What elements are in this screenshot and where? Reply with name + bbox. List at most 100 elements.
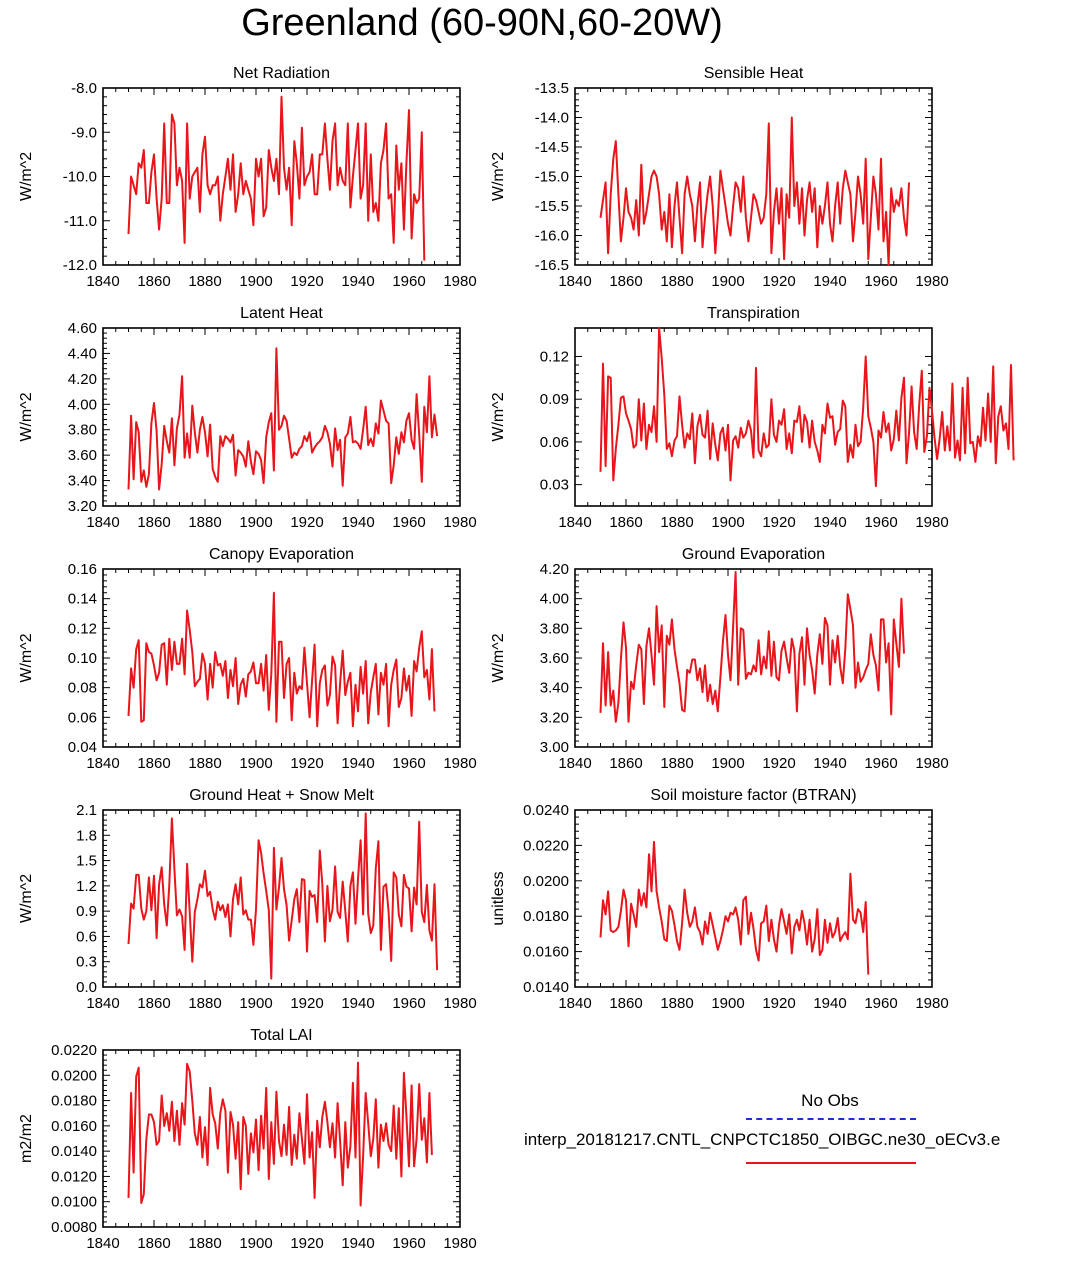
x-tick-label: 1920: [290, 514, 323, 531]
series-line: [599, 840, 870, 975]
panel-title: Ground Evaporation: [682, 546, 825, 563]
x-tick-label: 1960: [392, 995, 425, 1012]
x-tick-label: 1880: [660, 273, 693, 290]
x-tick-label: 1940: [813, 755, 846, 772]
y-tick-label: 0.10: [68, 650, 97, 667]
x-tick-label: 1860: [609, 514, 642, 531]
x-tick-label: 1960: [392, 1235, 425, 1252]
y-tick-label: 3.20: [68, 498, 97, 515]
y-tick-label: 2.1: [76, 802, 97, 819]
panel-8: 1840 1860 1880 1900 1920 1940 1960 1980 0.0140 0.…: [490, 787, 949, 1012]
x-tick-label: 1920: [762, 995, 795, 1012]
legend-case-line: [746, 1162, 916, 1164]
y-tick-label: 0.3: [76, 954, 97, 971]
x-tick-label: 1980: [443, 995, 476, 1012]
x-tick-label: 1880: [188, 995, 221, 1012]
y-tick-label: 0.09: [540, 391, 569, 408]
x-tick-label: 1900: [239, 995, 272, 1012]
x-tick-label: 1920: [290, 1235, 323, 1252]
y-tick-label: 3.60: [68, 447, 97, 464]
x-tick-label: 1940: [341, 1235, 374, 1252]
y-tick-label: 3.60: [540, 650, 569, 667]
x-tick-label: 1920: [290, 755, 323, 772]
x-tick-label: 1960: [392, 755, 425, 772]
y-tick-label: 0.12: [68, 620, 97, 637]
x-tick-label: 1940: [813, 273, 846, 290]
y-axis-label: W/m^2: [18, 152, 35, 201]
series-line: [127, 812, 439, 980]
x-tick-label: 1860: [137, 1235, 170, 1252]
plot-frame: [574, 809, 933, 988]
x-tick-label: 1920: [762, 755, 795, 772]
y-tick-label: 0.06: [68, 709, 97, 726]
x-tick-label: 1900: [239, 755, 272, 772]
panel-title: Latent Heat: [240, 305, 323, 322]
y-tick-label: 0.0220: [51, 1042, 97, 1059]
y-tick-label: 3.40: [540, 680, 569, 697]
panel-title: Net Radiation: [233, 65, 330, 82]
y-tick-label: 0.0200: [523, 873, 569, 890]
y-axis-label: W/m^2: [18, 633, 35, 682]
series-line: [599, 571, 905, 723]
y-tick-label: 0.0140: [523, 979, 569, 996]
x-tick-label: 1840: [86, 273, 119, 290]
x-tick-label: 1900: [239, 273, 272, 290]
y-axis-label: W/m^2: [490, 152, 507, 201]
x-tick-label: 1860: [137, 514, 170, 531]
series-line: [127, 95, 426, 261]
series-line: [599, 116, 910, 266]
x-tick-label: 1860: [609, 995, 642, 1012]
y-tick-label: -9.0: [71, 124, 97, 141]
y-axis-label: W/m^2: [490, 392, 507, 441]
series-line: [127, 591, 436, 728]
y-tick-label: 4.20: [68, 371, 97, 388]
x-tick-label: 1940: [813, 995, 846, 1012]
panel-title: Total LAI: [250, 1027, 312, 1044]
y-tick-label: 0.6: [76, 928, 97, 945]
y-tick-label: -16.0: [535, 228, 569, 245]
y-axis-label: W/m^2: [18, 392, 35, 441]
y-tick-label: 0.08: [68, 680, 97, 697]
legend-obs-label: No Obs: [801, 1091, 859, 1110]
y-tick-label: 0.0120: [51, 1168, 97, 1185]
y-tick-label: -16.5: [535, 257, 569, 274]
x-tick-label: 1840: [86, 755, 119, 772]
y-tick-label: -11.0: [64, 213, 97, 230]
x-tick-label: 1840: [86, 514, 119, 531]
y-axis-label: W/m^2: [490, 633, 507, 682]
x-tick-label: 1880: [188, 273, 221, 290]
panel-title: Sensible Heat: [704, 65, 804, 82]
x-tick-label: 1840: [86, 1235, 119, 1252]
x-tick-label: 1900: [711, 755, 744, 772]
legend: No Obs interp_20181217.CNTL_CNPCTC1850_O…: [520, 1088, 1088, 1178]
panel-4: 1840 1860 1880 1900 1920 1940 1960 1980 0.03 0.06…: [490, 305, 1015, 531]
y-tick-label: 0.0: [76, 979, 97, 996]
y-tick-label: 3.80: [540, 620, 569, 637]
x-tick-label: 1960: [864, 995, 897, 1012]
y-tick-label: 0.16: [68, 561, 97, 578]
x-tick-label: 1940: [341, 273, 374, 290]
y-tick-label: 0.04: [68, 739, 97, 756]
x-tick-label: 1980: [915, 514, 948, 531]
y-tick-label: 1.8: [76, 827, 97, 844]
x-tick-label: 1900: [711, 514, 744, 531]
series-line: [127, 1061, 433, 1207]
panel-9: 1840 1860 1880 1900 1920 1940 1960 1980 0.0080 0.…: [18, 1027, 477, 1252]
y-tick-label: -15.0: [535, 169, 569, 186]
y-tick-label: 0.0160: [523, 944, 569, 961]
x-tick-label: 1940: [813, 514, 846, 531]
x-tick-label: 1940: [341, 995, 374, 1012]
x-tick-label: 1900: [711, 273, 744, 290]
x-tick-label: 1920: [762, 273, 795, 290]
y-tick-label: 0.0240: [523, 802, 569, 819]
x-tick-label: 1960: [392, 514, 425, 531]
y-tick-label: 0.14: [68, 591, 97, 608]
plot-frame: [102, 809, 461, 988]
x-tick-label: 1880: [188, 1235, 221, 1252]
y-tick-label: 4.00: [540, 591, 569, 608]
y-tick-label: -14.0: [535, 110, 569, 127]
y-tick-label: 0.03: [540, 477, 569, 494]
y-tick-label: 1.5: [76, 853, 97, 870]
y-tick-label: 0.06: [540, 434, 569, 451]
